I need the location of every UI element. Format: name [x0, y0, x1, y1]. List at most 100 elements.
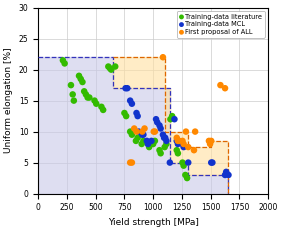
Training-data MCL [223, 173, 227, 177]
Training-data MCL [224, 170, 228, 174]
Training-data literature [147, 145, 151, 149]
Training-data MCL [140, 133, 144, 137]
First proposal of ALL [153, 130, 157, 134]
Training-data literature [180, 161, 185, 164]
Training-data literature [70, 93, 75, 96]
Training-data MCL [176, 142, 180, 146]
Training-data literature [130, 133, 134, 137]
First proposal of ALL [209, 139, 213, 143]
Training-data literature [99, 105, 104, 109]
Training-data literature [175, 148, 179, 152]
Training-data MCL [123, 86, 128, 90]
First proposal of ALL [161, 55, 165, 59]
Training-data literature [80, 80, 85, 84]
Training-data MCL [186, 161, 191, 164]
Training-data literature [124, 114, 128, 118]
Training-data literature [157, 148, 162, 152]
Training-data MCL [149, 139, 154, 143]
Training-data MCL [136, 130, 141, 134]
First proposal of ALL [184, 130, 188, 134]
First proposal of ALL [128, 161, 133, 164]
Training-data literature [168, 117, 173, 121]
Training-data literature [92, 99, 97, 103]
Training-data literature [162, 145, 167, 149]
Training-data MCL [128, 99, 133, 103]
First proposal of ALL [193, 130, 197, 134]
Training-data MCL [130, 102, 134, 106]
Training-data literature [139, 142, 144, 146]
First proposal of ALL [223, 86, 227, 90]
Training-data literature [151, 142, 155, 146]
Training-data MCL [158, 127, 163, 130]
Training-data MCL [210, 161, 215, 164]
First proposal of ALL [142, 127, 147, 130]
First proposal of ALL [218, 83, 223, 87]
Training-data literature [94, 102, 98, 106]
Training-data MCL [135, 114, 140, 118]
First proposal of ALL [186, 145, 191, 149]
Training-data MCL [157, 124, 162, 127]
First proposal of ALL [176, 139, 180, 143]
Training-data MCL [162, 136, 166, 140]
Training-data literature [82, 89, 87, 93]
Training-data literature [146, 142, 150, 146]
Training-data MCL [181, 145, 186, 149]
Training-data literature [61, 58, 65, 62]
Training-data literature [141, 139, 146, 143]
Training-data literature [176, 152, 180, 155]
Training-data literature [183, 173, 188, 177]
Training-data literature [72, 99, 76, 103]
Training-data literature [62, 62, 67, 65]
Training-data MCL [155, 120, 159, 124]
Training-data literature [158, 152, 163, 155]
First proposal of ALL [175, 136, 179, 140]
First proposal of ALL [130, 161, 134, 164]
Y-axis label: Uniform elongation [%]: Uniform elongation [%] [4, 48, 13, 153]
Training-data MCL [177, 139, 181, 143]
Training-data MCL [163, 136, 168, 140]
Training-data literature [109, 68, 113, 71]
Training-data MCL [161, 133, 165, 137]
Training-data MCL [172, 117, 177, 121]
First proposal of ALL [151, 130, 156, 134]
Training-data literature [108, 67, 112, 70]
First proposal of ALL [132, 127, 136, 130]
Training-data MCL [209, 161, 213, 164]
First proposal of ALL [177, 139, 181, 143]
Training-data MCL [226, 173, 231, 177]
Training-data MCL [180, 142, 185, 146]
X-axis label: Yield strength [MPa]: Yield strength [MPa] [108, 218, 199, 227]
Training-data MCL [145, 139, 149, 143]
Training-data literature [85, 96, 90, 99]
Polygon shape [113, 57, 228, 175]
First proposal of ALL [134, 130, 139, 134]
First proposal of ALL [180, 139, 185, 143]
First proposal of ALL [192, 148, 196, 152]
Polygon shape [38, 57, 228, 194]
Training-data MCL [146, 142, 150, 146]
Training-data MCL [141, 133, 146, 137]
Training-data MCL [154, 117, 158, 121]
Training-data MCL [134, 111, 139, 115]
Training-data literature [122, 111, 127, 115]
Training-data literature [84, 93, 88, 96]
Training-data literature [181, 164, 186, 167]
Training-data literature [77, 74, 81, 78]
Training-data literature [87, 96, 92, 99]
Training-data literature [101, 108, 105, 112]
Training-data literature [69, 83, 73, 87]
Legend: Training-data literature, Training-data MCL, First proposal of ALL: Training-data literature, Training-data … [177, 11, 265, 38]
Training-data literature [128, 130, 133, 134]
Training-data literature [78, 77, 83, 81]
Training-data MCL [125, 86, 129, 90]
Training-data literature [153, 139, 157, 143]
First proposal of ALL [207, 139, 211, 143]
First proposal of ALL [140, 130, 144, 134]
Training-data MCL [175, 139, 179, 143]
Training-data MCL [164, 139, 169, 143]
Training-data MCL [168, 161, 172, 164]
Training-data literature [106, 65, 111, 68]
First proposal of ALL [208, 142, 212, 146]
First proposal of ALL [181, 142, 186, 146]
Training-data literature [113, 65, 118, 68]
